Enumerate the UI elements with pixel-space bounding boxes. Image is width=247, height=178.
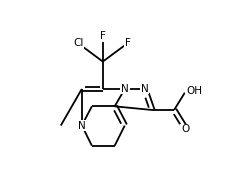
Text: OH: OH — [186, 86, 202, 96]
Text: Cl: Cl — [73, 38, 83, 48]
Text: N: N — [141, 84, 149, 94]
Text: F: F — [124, 38, 130, 48]
Text: N: N — [78, 121, 86, 130]
Text: O: O — [182, 124, 190, 134]
Text: F: F — [100, 31, 106, 41]
Text: N: N — [121, 84, 129, 94]
